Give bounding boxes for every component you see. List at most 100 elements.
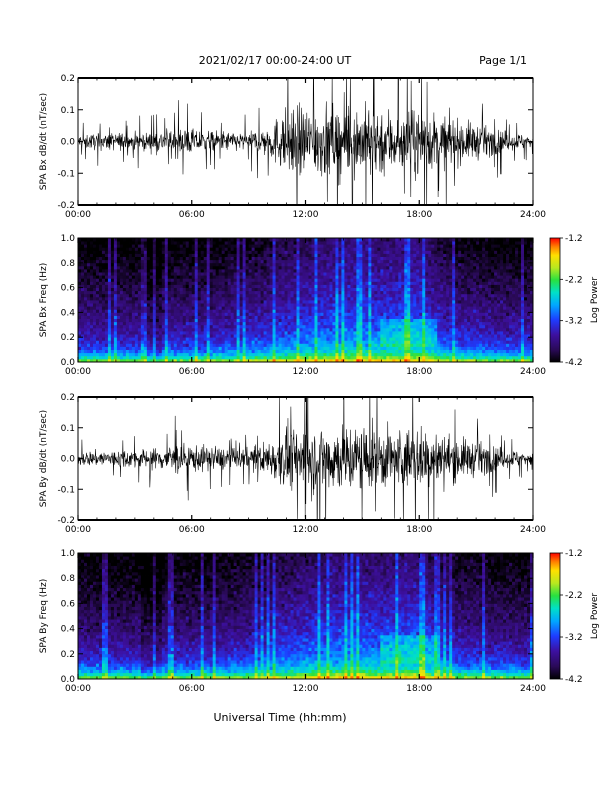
spectrogram-cell: [374, 281, 378, 285]
spectrogram-cell: [317, 349, 321, 354]
spectrogram-cell: [155, 259, 160, 264]
spectrogram-cell: [380, 296, 384, 301]
spectrogram-cell: [362, 349, 366, 354]
spectrogram-cell: [329, 256, 333, 261]
spectrogram-cell: [209, 340, 214, 344]
spectrogram-cell: [230, 318, 235, 323]
spectrogram-cell: [104, 259, 109, 264]
spectrogram-cell: [434, 352, 438, 357]
spectrogram-cell: [380, 275, 384, 279]
spectrogram-cell: [278, 262, 282, 267]
spectrogram-cell: [137, 272, 142, 276]
spectrogram-cell: [380, 265, 384, 270]
spectrogram-cell: [95, 293, 100, 298]
spectrogram-cell: [320, 334, 324, 338]
spectrogram-cell: [395, 315, 399, 319]
spectrogram-cell: [284, 315, 288, 319]
spectrogram-cell: [335, 244, 339, 248]
spectrogram-cell: [341, 346, 345, 350]
spectrogram-cell: [140, 278, 145, 282]
spectrogram-cell: [398, 337, 402, 341]
spectrogram-cell: [170, 309, 175, 313]
spectrogram-cell: [191, 290, 196, 295]
spectrogram-cell: [368, 349, 372, 354]
spectrogram-cell: [233, 293, 238, 298]
spectrogram-cell: [146, 250, 151, 254]
spectrogram-cell: [302, 337, 306, 341]
spectrogram-cell: [110, 312, 115, 316]
spectrogram-cell: [155, 269, 160, 273]
spectrogram-cell: [209, 269, 214, 273]
spectrogram-cell: [287, 284, 291, 288]
spectrogram-cell: [404, 312, 408, 316]
spectrogram-cell: [176, 265, 181, 270]
spectrogram-cell: [254, 340, 258, 344]
spectrogram-cell: [272, 253, 276, 257]
spectrogram-cell: [401, 293, 405, 298]
spectrogram-cell: [365, 324, 369, 329]
spectrogram-cell: [182, 309, 187, 313]
spectrogram-cell: [227, 315, 232, 319]
spectrogram-cell: [440, 284, 444, 288]
spectrogram-cell: [137, 309, 142, 313]
spectrogram-cell: [95, 244, 100, 248]
spectrogram-cell: [206, 293, 211, 298]
spectrogram-cell: [347, 300, 351, 304]
spectrogram-cell: [78, 340, 82, 344]
spectrogram-cell: [89, 272, 94, 276]
spectrogram-cell: [125, 340, 130, 344]
spectrogram-cell: [440, 278, 444, 282]
spectrogram-cell: [104, 278, 109, 282]
spectrogram-cell: [215, 349, 220, 354]
spectrogram-cell: [401, 272, 405, 276]
spectrogram-cell: [296, 343, 300, 347]
spectrogram-cell: [353, 300, 357, 304]
spectrogram-cell: [206, 343, 211, 347]
spectrogram-cell: [431, 284, 435, 288]
spectrogram-cell: [296, 331, 300, 335]
spectrogram-cell: [338, 256, 342, 261]
spectrogram-cell: [293, 256, 297, 261]
spectrogram-cell: [182, 278, 187, 282]
spectrogram-cell: [428, 244, 432, 248]
spectrogram-cell: [248, 284, 253, 288]
spectrogram-cell: [80, 306, 85, 310]
spectrogram-cell: [107, 358, 112, 362]
spectrogram-cell: [431, 253, 435, 257]
spectrogram-cell: [365, 278, 369, 282]
spectrogram-cell: [332, 358, 336, 362]
spectrogram-cell: [143, 281, 148, 285]
spectrogram-cell: [281, 346, 285, 350]
spectrogram-cell: [215, 284, 220, 288]
spectrogram-cell: [332, 272, 336, 276]
spectrogram-cell: [227, 250, 232, 254]
spectrogram-cell: [218, 244, 223, 248]
spectrogram-cell: [119, 275, 124, 279]
spectrogram-cell: [116, 306, 121, 310]
spectrogram-cell: [164, 241, 169, 245]
spectrogram-cell: [158, 309, 163, 313]
spectrogram-cell: [257, 250, 261, 254]
spectrogram-cell: [332, 247, 336, 251]
spectrogram-cell: [200, 250, 205, 254]
spectrogram-cell: [110, 272, 115, 276]
spectrogram-cell: [86, 284, 91, 288]
spectrogram-cell: [386, 259, 390, 264]
spectrogram-cell: [98, 303, 103, 307]
spectrogram-cell: [218, 265, 223, 270]
spectrogram-cell: [78, 327, 82, 332]
spectrogram-cell: [197, 358, 202, 362]
spectrogram-cell: [122, 306, 127, 310]
spectrogram-cell: [365, 287, 369, 292]
spectrogram-cell: [239, 337, 244, 341]
spectrogram-cell: [266, 303, 270, 307]
spectrogram-cell: [230, 262, 235, 267]
spectrogram-cell: [260, 321, 264, 326]
spectrogram-cell: [104, 315, 109, 319]
spectrogram-cell: [428, 324, 432, 329]
spectrogram-cell: [110, 284, 115, 288]
spectrogram-cell: [110, 250, 115, 254]
spectrogram-cell: [281, 343, 285, 347]
spectrogram-cell: [164, 247, 169, 251]
spectrogram-cell: [290, 269, 294, 273]
